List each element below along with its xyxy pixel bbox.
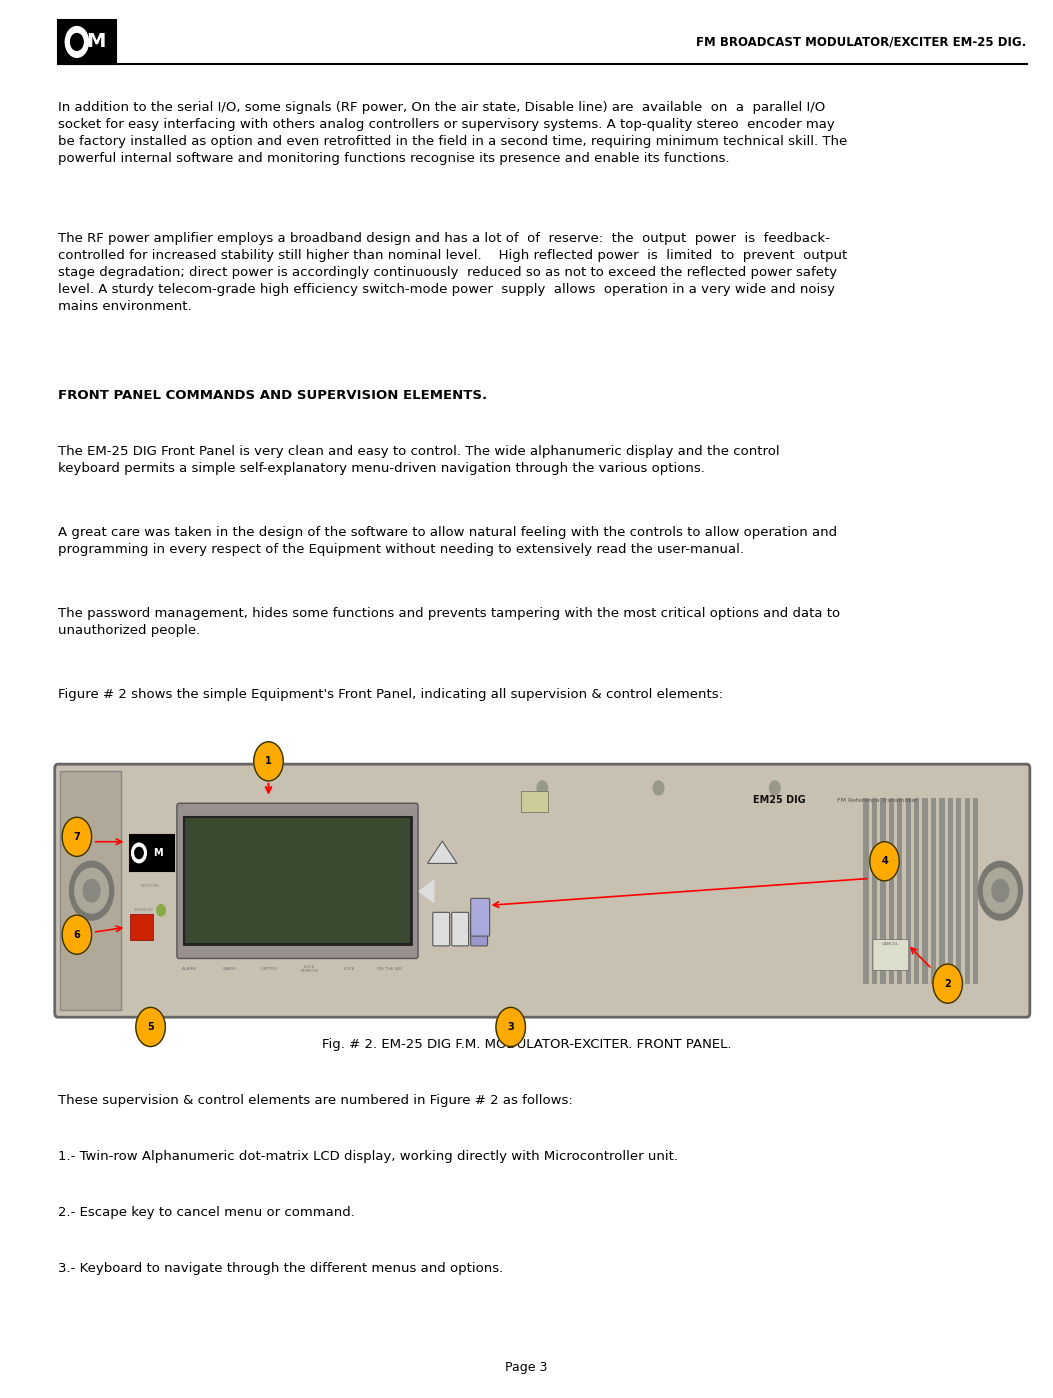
Bar: [897, 798, 902, 984]
Text: FM BROADCAST MODULATOR/EXCITER EM-25 DIG.: FM BROADCAST MODULATOR/EXCITER EM-25 DIG…: [696, 35, 1027, 49]
Text: 7: 7: [74, 832, 80, 842]
Bar: [521, 791, 548, 812]
Text: Figure # 2 shows the simple Equipment's Front Panel, indicating all supervision : Figure # 2 shows the simple Equipment's …: [58, 688, 723, 700]
Circle shape: [653, 781, 663, 795]
FancyBboxPatch shape: [452, 913, 469, 946]
Text: M: M: [86, 32, 105, 52]
Text: WARN: WARN: [223, 967, 236, 972]
Text: ALARM: ALARM: [182, 967, 197, 972]
Text: 1: 1: [265, 756, 272, 766]
Circle shape: [933, 965, 962, 1004]
Text: The password management, hides some functions and prevents tampering with the mo: The password management, hides some func…: [58, 607, 840, 636]
FancyBboxPatch shape: [55, 765, 1030, 1018]
Bar: [914, 798, 919, 984]
Text: FRONT PANEL COMMANDS AND SUPERVISION ELEMENTS.: FRONT PANEL COMMANDS AND SUPERVISION ELE…: [58, 389, 488, 401]
Text: LOCK
REMOTE: LOCK REMOTE: [300, 965, 319, 973]
Circle shape: [62, 818, 92, 857]
Text: SYSTEMS: SYSTEMS: [141, 884, 160, 888]
Bar: [184, 818, 411, 945]
Circle shape: [870, 842, 899, 881]
Bar: [906, 798, 911, 984]
Bar: [880, 798, 886, 984]
Circle shape: [71, 34, 83, 50]
Text: 6: 6: [74, 930, 80, 939]
Bar: [872, 798, 877, 984]
Bar: [948, 798, 953, 984]
FancyBboxPatch shape: [177, 804, 418, 959]
Bar: [931, 798, 936, 984]
Polygon shape: [428, 842, 457, 864]
Circle shape: [75, 868, 108, 913]
Circle shape: [254, 742, 283, 781]
Text: 1.- Twin-row Alphanumeric dot-matrix LCD display, working directly with Microcon: 1.- Twin-row Alphanumeric dot-matrix LCD…: [58, 1151, 678, 1163]
Bar: [58, 20, 116, 64]
Bar: [956, 798, 961, 984]
Bar: [184, 818, 411, 945]
Circle shape: [65, 27, 88, 57]
FancyBboxPatch shape: [433, 913, 450, 946]
Text: Fig. # 2. EM-25 DIG F.M. MODULATOR-EXCITER. FRONT PANEL.: Fig. # 2. EM-25 DIG F.M. MODULATOR-EXCIT…: [322, 1039, 731, 1051]
FancyBboxPatch shape: [873, 939, 909, 970]
Bar: [863, 798, 869, 984]
Text: M: M: [153, 849, 163, 858]
Text: Page 3: Page 3: [505, 1360, 548, 1374]
Text: LOCK: LOCK: [344, 967, 355, 972]
Circle shape: [992, 879, 1009, 902]
Circle shape: [83, 879, 100, 902]
Circle shape: [136, 1008, 165, 1047]
Text: 2.- Escape key to cancel menu or command.: 2.- Escape key to cancel menu or command…: [58, 1206, 355, 1219]
Circle shape: [135, 847, 143, 858]
Text: These supervision & control elements are numbered in Figure # 2 as follows:: These supervision & control elements are…: [58, 1095, 573, 1107]
Bar: [130, 835, 174, 871]
Text: LIMITED: LIMITED: [261, 967, 278, 972]
Text: The RF power amplifier employs a broadband design and has a lot of  of  reserve:: The RF power amplifier employs a broadba…: [58, 232, 848, 313]
Bar: [965, 798, 970, 984]
Circle shape: [978, 861, 1022, 920]
Circle shape: [157, 905, 165, 916]
Text: 2: 2: [945, 979, 951, 988]
Circle shape: [537, 781, 548, 795]
Bar: [130, 914, 153, 939]
Text: 3.- Keyboard to navigate through the different menus and options.: 3.- Keyboard to navigate through the dif…: [58, 1262, 503, 1275]
Text: EM25 DIG: EM25 DIG: [753, 795, 806, 805]
Circle shape: [984, 868, 1017, 913]
Text: ON THE AIR: ON THE AIR: [377, 967, 402, 972]
Bar: [922, 798, 928, 984]
Circle shape: [496, 1008, 525, 1047]
FancyBboxPatch shape: [471, 913, 488, 946]
Circle shape: [69, 861, 114, 920]
Circle shape: [62, 916, 92, 955]
Text: 4: 4: [881, 857, 888, 867]
Bar: [939, 798, 945, 984]
Circle shape: [770, 781, 780, 795]
Text: FM Reference Transmitter: FM Reference Transmitter: [837, 798, 918, 802]
Circle shape: [132, 843, 146, 863]
Text: 5: 5: [147, 1022, 154, 1032]
Text: The EM-25 DIG Front Panel is very clean and easy to control. The wide alphanumer: The EM-25 DIG Front Panel is very clean …: [58, 445, 779, 474]
Bar: [973, 798, 978, 984]
FancyBboxPatch shape: [471, 899, 490, 937]
Text: In addition to the serial I/O, some signals (RF power, On the air state, Disable: In addition to the serial I/O, some sign…: [58, 101, 848, 165]
Text: CANCEL: CANCEL: [882, 942, 899, 946]
Polygon shape: [419, 881, 434, 903]
Text: A great care was taken in the design of the software to allow natural feeling wi: A great care was taken in the design of …: [58, 526, 837, 555]
Bar: [60, 772, 121, 1011]
Bar: [889, 798, 894, 984]
Text: STAND-BY: STAND-BY: [134, 909, 155, 913]
Text: 3: 3: [508, 1022, 514, 1032]
